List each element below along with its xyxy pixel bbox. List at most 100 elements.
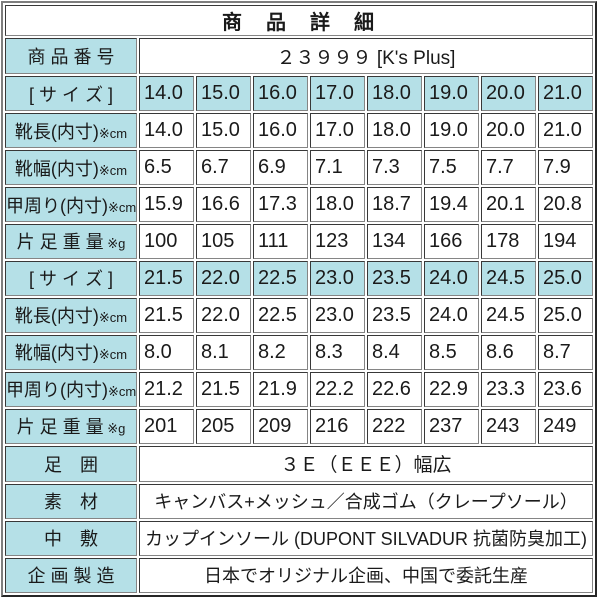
size-cell: 16.0 (253, 76, 308, 112)
width-label: 靴幅(内寸)※cm (5, 334, 137, 370)
width-row: 靴幅(内寸)※cm 6.5 6.7 6.9 7.1 7.3 7.5 7.7 7.9 (5, 150, 593, 186)
size-cell: 24.0 (424, 260, 479, 296)
width-cell: 7.9 (538, 150, 593, 186)
length-cell: 14.0 (139, 113, 194, 149)
insole-value: カップインソール (DUPONT SILVADUR 抗菌防臭加工) (139, 520, 593, 556)
weight-cell: 100 (139, 224, 194, 259)
size-cell: 24.5 (481, 260, 536, 296)
size-cell: 21.5 (139, 260, 194, 296)
length-cell: 21.5 (139, 297, 194, 333)
length-label: 靴長(内寸)※cm (5, 297, 137, 333)
size-label: [ サ イ ズ ] (5, 76, 137, 112)
size-cell: 19.0 (424, 76, 479, 112)
width-cell: 8.4 (367, 334, 422, 370)
weight-cell: 178 (481, 224, 536, 259)
width-label: 靴幅(内寸)※cm (5, 150, 137, 186)
weight-cell: 209 (253, 408, 308, 444)
weight-cell: 111 (253, 224, 308, 259)
width-cell: 8.1 (196, 334, 251, 370)
weight-row: 片 足 重 量 ※g 100 105 111 123 134 166 178 194 (5, 224, 593, 259)
girth-cell: 22.2 (310, 371, 365, 407)
material-value: キャンバス+メッシュ／合成ゴム（クレープソール） (139, 483, 593, 519)
width-cell: 7.1 (310, 150, 365, 186)
length-label: 靴長(内寸)※cm (5, 113, 137, 149)
length-cell: 21.0 (538, 113, 593, 149)
girth-cell: 18.7 (367, 187, 422, 223)
size-cell: 23.0 (310, 260, 365, 296)
girth-cell: 19.4 (424, 187, 479, 223)
product-number-value: ２３９９９ [K's Plus] (139, 38, 593, 75)
product-number-label: 商 品 番 号 (5, 38, 137, 75)
weight-cell: 194 (538, 224, 593, 259)
size-cell: 22.5 (253, 260, 308, 296)
weight-cell: 201 (139, 408, 194, 444)
girth-cell: 18.0 (310, 187, 365, 223)
girth-cell: 23.3 (481, 371, 536, 407)
length-cell: 18.0 (367, 113, 422, 149)
width-cell: 6.9 (253, 150, 308, 186)
weight-cell: 205 (196, 408, 251, 444)
girth-cell: 16.6 (196, 187, 251, 223)
size-cell: 17.0 (310, 76, 365, 112)
girth-cell: 21.2 (139, 371, 194, 407)
length-cell: 22.0 (196, 297, 251, 333)
weight-cell: 166 (424, 224, 479, 259)
width-row: 靴幅(内寸)※cm 8.0 8.1 8.2 8.3 8.4 8.5 8.6 8.7 (5, 334, 593, 370)
size-cell: 21.0 (538, 76, 593, 112)
length-cell: 19.0 (424, 113, 479, 149)
width-cell: 8.0 (139, 334, 194, 370)
size-cell: 20.0 (481, 76, 536, 112)
length-row: 靴長(内寸)※cm 21.5 22.0 22.5 23.0 23.5 24.0 24.5 25… (5, 297, 593, 333)
length-cell: 20.0 (481, 113, 536, 149)
girth-label: 甲周り(内寸)※cm (5, 371, 137, 407)
width-cell: 8.6 (481, 334, 536, 370)
foot-girth-row: 足 囲 ３Ｅ（ＥＥＥ）幅広 (5, 445, 593, 482)
length-cell: 23.5 (367, 297, 422, 333)
width-cell: 7.3 (367, 150, 422, 186)
length-cell: 23.0 (310, 297, 365, 333)
girth-cell: 23.6 (538, 371, 593, 407)
girth-cell: 22.6 (367, 371, 422, 407)
size-cell: 15.0 (196, 76, 251, 112)
size-cell: 22.0 (196, 260, 251, 296)
weight-cell: 222 (367, 408, 422, 444)
length-cell: 24.5 (481, 297, 536, 333)
size-cell: 23.5 (367, 260, 422, 296)
width-cell: 8.3 (310, 334, 365, 370)
foot-girth-label: 足 囲 (5, 445, 137, 482)
weight-cell: 216 (310, 408, 365, 444)
length-cell: 22.5 (253, 297, 308, 333)
material-row: 素 材 キャンバス+メッシュ／合成ゴム（クレープソール） (5, 483, 593, 519)
weight-cell: 249 (538, 408, 593, 444)
size-cell: 14.0 (139, 76, 194, 112)
weight-row: 片 足 重 量 ※g 201 205 209 216 222 237 243 249 (5, 408, 593, 444)
width-cell: 8.5 (424, 334, 479, 370)
size-row: [ サ イ ズ ] 14.0 15.0 16.0 17.0 18.0 19.0 20.0 21… (5, 76, 593, 112)
length-row: 靴長(内寸)※cm 14.0 15.0 16.0 17.0 18.0 19.0 20.0 21… (5, 113, 593, 149)
girth-cell: 15.9 (139, 187, 194, 223)
length-cell: 24.0 (424, 297, 479, 333)
length-cell: 25.0 (538, 297, 593, 333)
weight-label: 片 足 重 量 ※g (5, 224, 137, 259)
manufacture-value: 日本でオリジナル企画、中国で委託生産 (139, 557, 593, 593)
title-row: 商 品 詳 細 (5, 5, 593, 36)
material-label: 素 材 (5, 483, 137, 519)
page-title: 商 品 詳 細 (5, 5, 593, 36)
weight-cell: 123 (310, 224, 365, 259)
girth-label: 甲周り(内寸)※cm (5, 187, 137, 223)
width-cell: 8.7 (538, 334, 593, 370)
width-cell: 7.5 (424, 150, 479, 186)
weight-cell: 134 (367, 224, 422, 259)
width-cell: 6.5 (139, 150, 194, 186)
weight-cell: 105 (196, 224, 251, 259)
size-label: [ サ イ ズ ] (5, 260, 137, 296)
manufacture-label: 企 画 製 造 (5, 557, 137, 593)
girth-cell: 20.1 (481, 187, 536, 223)
length-cell: 16.0 (253, 113, 308, 149)
girth-cell: 22.9 (424, 371, 479, 407)
weight-label: 片 足 重 量 ※g (5, 408, 137, 444)
weight-cell: 237 (424, 408, 479, 444)
girth-cell: 20.8 (538, 187, 593, 223)
manufacture-row: 企 画 製 造 日本でオリジナル企画、中国で委託生産 (5, 557, 593, 593)
